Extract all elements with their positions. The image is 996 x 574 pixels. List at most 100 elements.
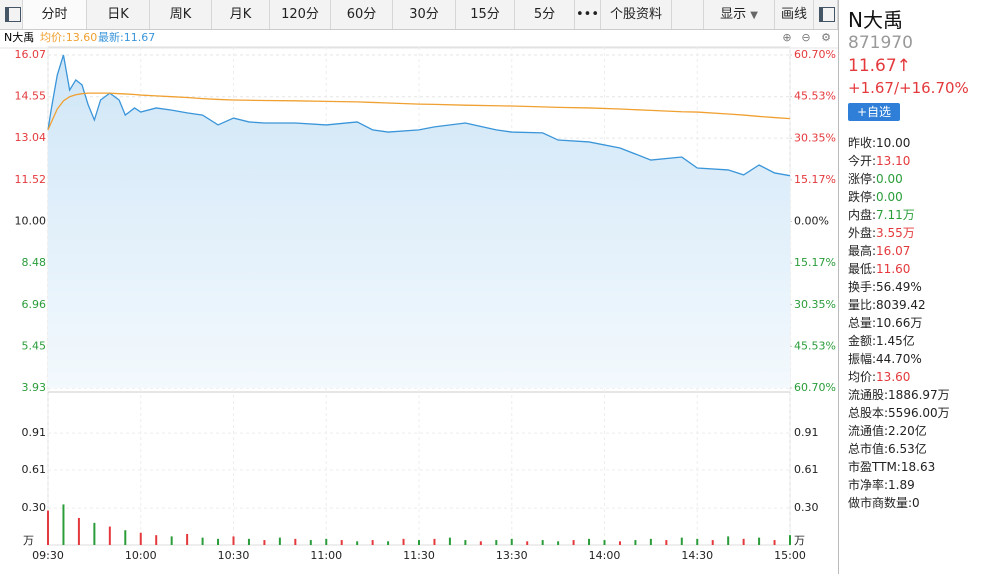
avg-label: 均价:13.60 — [40, 31, 97, 44]
stat-value: 1886.97万 — [888, 388, 950, 402]
tab[interactable]: 日K — [87, 0, 150, 29]
tab[interactable]: 120分 — [270, 0, 331, 29]
avg-line — [47, 92, 791, 131]
y2-tick-label: 60.70% — [794, 381, 836, 394]
stat-row: 量比:8039.42 — [848, 296, 926, 313]
y2-tick-label: 60.70% — [794, 48, 836, 61]
zoom-out[interactable]: ⊖ — [801, 31, 810, 44]
quote-panel: N大禹 871970 11.67↑ +1.67/+16.70% +自选 昨收:1… — [838, 0, 996, 574]
watch-button[interactable]: +自选 — [848, 103, 900, 121]
stat-row: 总量:10.66万 — [848, 314, 922, 331]
stat-value: 7.11万 — [876, 208, 915, 222]
volume-bar — [356, 541, 359, 545]
stat-row: 总股本:5596.00万 — [848, 404, 950, 421]
panel-icon[interactable] — [814, 0, 838, 29]
x-tick-label: 14:30 — [681, 549, 713, 562]
stat-row: 总市值:6.53亿 — [848, 440, 927, 457]
volume-bar — [62, 504, 65, 545]
x-tick-label: 11:00 — [310, 549, 342, 562]
zoom-in[interactable]: ⊕ — [782, 31, 791, 44]
volume-bar — [464, 540, 467, 545]
volume-bar — [649, 538, 652, 545]
stat-value: 8039.42 — [876, 298, 926, 312]
volume-bar — [758, 537, 761, 545]
display-button[interactable]: 显示 ▼ — [703, 0, 775, 29]
tab[interactable]: 30分 — [393, 0, 456, 29]
stat-value: 0.00 — [876, 190, 903, 204]
volume-bar — [557, 541, 560, 545]
volume-bar — [47, 510, 49, 545]
volume-bar — [170, 536, 173, 545]
stat-label: 振幅: — [848, 352, 877, 366]
stat-value: 11.60 — [876, 262, 911, 276]
stat-value: 16.07 — [876, 244, 911, 258]
tab[interactable]: 60分 — [331, 0, 393, 29]
volume-bar — [402, 538, 405, 545]
tab[interactable]: 5分 — [515, 0, 575, 29]
y-tick-label: 14.55 — [15, 90, 47, 103]
tab[interactable]: 15分 — [456, 0, 515, 29]
stat-label: 总市值: — [848, 442, 889, 456]
volume-bar — [510, 538, 513, 545]
stat-value: 44.70% — [876, 352, 922, 366]
volume-bar — [263, 540, 266, 545]
stat-value: 0.00 — [876, 172, 903, 186]
y-tick-label: 3.93 — [22, 381, 47, 394]
stat-row: 做市商数量:0 — [848, 494, 920, 511]
stat-row: 流通值:2.20亿 — [848, 422, 927, 439]
volume-bar — [603, 540, 606, 545]
volume-bar — [124, 530, 127, 545]
stat-label: 均价: — [848, 370, 877, 384]
layout-icon[interactable] — [0, 0, 23, 29]
volume-bar — [201, 537, 204, 545]
stat-row: 换手:56.49% — [848, 278, 922, 295]
stat-row: 内盘:7.11万 — [848, 206, 915, 223]
settings[interactable]: ⚙ — [821, 31, 831, 44]
stat-label: 总量: — [848, 316, 877, 330]
tabs: 分时 日K 周K 月K 120分 60分 30分 15分 5分 ••• 个股资料 — [23, 0, 672, 29]
stat-value: 56.49% — [876, 280, 922, 294]
vol-tick-label: 0.30 — [22, 501, 47, 514]
volume-bar — [665, 540, 668, 545]
stock-code: 871970 — [848, 33, 913, 53]
stat-row: 最高:16.07 — [848, 242, 910, 259]
stat-label: 昨收: — [848, 136, 877, 150]
tab[interactable]: 月K — [212, 0, 270, 29]
volume-bar — [526, 541, 529, 545]
stat-label: 做市商数量: — [848, 496, 913, 510]
y2-tick-label: 0.00% — [794, 215, 829, 228]
x-tick-label: 15:00 — [774, 549, 806, 562]
x-tick-label: 14:00 — [589, 549, 621, 562]
stat-label: 最低: — [848, 262, 877, 276]
stat-row: 市净率:1.89 — [848, 476, 915, 493]
volume-bar — [572, 540, 575, 545]
tab[interactable]: 周K — [150, 0, 212, 29]
stat-row: 涨停:0.00 — [848, 170, 903, 187]
volume-bar — [340, 540, 343, 545]
tab[interactable]: ••• — [575, 0, 601, 29]
volume-bar — [495, 540, 498, 545]
x-tick-label: 09:30 — [32, 549, 64, 562]
volume-bar — [186, 533, 189, 545]
stat-label: 涨停: — [848, 172, 877, 186]
stat-row: 市盈TTM:18.63 — [848, 458, 935, 475]
x-tick-label: 10:30 — [218, 549, 250, 562]
y-tick-label: 8.48 — [22, 256, 47, 269]
volume-bar — [387, 541, 390, 545]
latest-label: 最新:11.67 — [98, 30, 155, 44]
display-text: 显示 — [720, 7, 747, 22]
volume-bar — [588, 538, 591, 545]
stat-row: 跌停:0.00 — [848, 188, 903, 205]
draw-button[interactable]: 画线 — [775, 0, 814, 29]
stat-row: 均价:13.60 — [848, 368, 910, 385]
volume-bar — [618, 541, 621, 545]
volume-bar — [232, 536, 235, 545]
stat-value: 3.55万 — [876, 226, 915, 240]
y2-tick-label: 15.17% — [794, 256, 836, 269]
stat-label: 跌停: — [848, 190, 877, 204]
y2-tick-label: 30.35% — [794, 131, 836, 144]
tab[interactable]: 个股资料 — [601, 0, 672, 29]
tab[interactable]: 分时 — [23, 0, 87, 29]
toolbar: 分时 日K 周K 月K 120分 60分 30分 15分 5分 ••• 个股资料 显示 ▼ 画线 — [0, 0, 838, 30]
stat-value: 13.10 — [876, 154, 911, 168]
